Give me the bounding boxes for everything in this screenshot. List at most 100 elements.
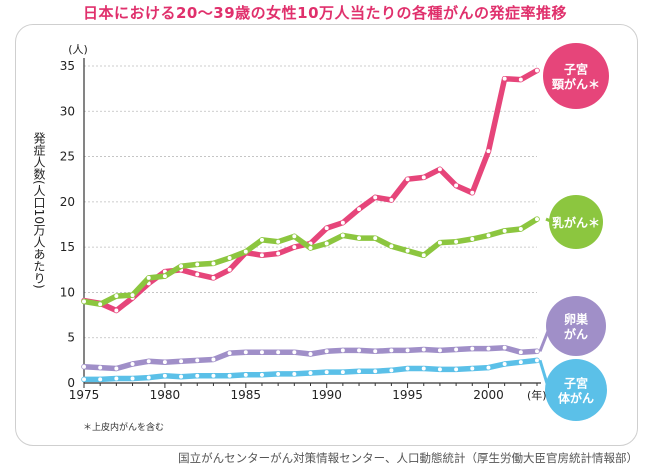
- data-point: [324, 240, 330, 247]
- y-tick-label: 15: [60, 240, 75, 254]
- data-point: [129, 292, 136, 298]
- data-point: [388, 243, 394, 249]
- data-point: [502, 345, 508, 351]
- data-point: [388, 197, 394, 203]
- x-tick-label: 1980: [150, 388, 181, 402]
- data-point: [534, 348, 540, 354]
- data-point: [275, 239, 281, 245]
- data-point: [113, 293, 119, 299]
- x-tick-label: 1975: [69, 388, 100, 402]
- data-point: [372, 348, 378, 354]
- data-point: [404, 365, 411, 372]
- data-point: [453, 182, 459, 189]
- data-point: [243, 372, 249, 378]
- data-point: [518, 226, 524, 232]
- data-point: [194, 271, 200, 277]
- y-tick-label: 30: [60, 104, 75, 118]
- series-label-text: 頸がん＊: [552, 77, 600, 92]
- data-point: [194, 373, 200, 379]
- series-line: [81, 216, 540, 307]
- data-point: [210, 275, 217, 281]
- data-point: [162, 273, 168, 279]
- data-point: [210, 356, 217, 363]
- data-point: [437, 347, 443, 353]
- data-point: [437, 240, 443, 246]
- data-point: [469, 236, 475, 242]
- x-tick-label: 1985: [231, 388, 262, 402]
- data-point: [210, 373, 217, 379]
- data-point: [259, 372, 265, 378]
- series-label-text: 乳がん＊: [552, 215, 600, 230]
- y-tick-label: 10: [60, 285, 75, 299]
- data-point: [97, 376, 103, 382]
- series-label-text: 子宮: [564, 62, 588, 77]
- footnote: ＊上皮内がんを含む: [83, 423, 165, 433]
- data-point: [81, 298, 87, 305]
- data-point: [227, 255, 233, 261]
- data-point: [97, 301, 103, 307]
- data-point: [113, 375, 119, 382]
- y-tick-label: 20: [60, 195, 75, 209]
- data-point: [437, 366, 443, 373]
- data-point: [421, 365, 427, 372]
- data-point: [129, 361, 136, 367]
- data-point: [307, 370, 314, 376]
- data-point: [324, 369, 330, 375]
- data-point: [129, 375, 136, 382]
- data-point: [404, 248, 411, 254]
- data-point: [372, 235, 378, 241]
- data-point: [307, 351, 314, 357]
- data-point: [534, 67, 540, 74]
- data-point: [194, 261, 200, 267]
- data-point: [453, 366, 459, 373]
- series-label-text: 卵巣: [564, 312, 589, 327]
- data-point: [404, 347, 411, 353]
- data-point: [340, 369, 346, 375]
- data-point: [469, 190, 475, 196]
- data-point: [275, 349, 281, 355]
- data-point: [356, 368, 362, 374]
- data-point: [307, 245, 314, 251]
- data-point: [340, 220, 346, 226]
- data-point: [259, 349, 265, 355]
- data-point: [178, 358, 184, 364]
- data-point: [113, 365, 119, 372]
- chart-title: 日本における20〜39歳の女性10万人当たりの各種がんの発症率推移: [82, 4, 568, 22]
- data-point: [340, 347, 346, 353]
- data-point: [356, 206, 362, 212]
- data-point: [291, 233, 297, 239]
- data-point: [227, 373, 233, 379]
- data-point: [421, 174, 427, 181]
- data-point: [275, 371, 281, 377]
- data-point: [388, 367, 394, 373]
- data-point: [502, 228, 508, 234]
- series-label-bubble: [549, 195, 603, 249]
- data-point: [146, 358, 152, 364]
- x-unit-label: (年): [527, 388, 547, 402]
- series-label-bubble: [543, 43, 609, 109]
- x-tick-label: 2000: [473, 388, 504, 402]
- data-point: [81, 376, 87, 382]
- data-point: [485, 148, 492, 154]
- data-point: [291, 244, 297, 250]
- data-point: [259, 237, 265, 243]
- data-point: [469, 345, 475, 352]
- data-point: [97, 365, 103, 371]
- chart-panel: [15, 24, 638, 446]
- data-point: [324, 348, 330, 354]
- data-point: [421, 346, 427, 353]
- data-point: [518, 359, 524, 365]
- series-label-text: 体がん: [558, 391, 594, 406]
- data-point: [518, 76, 524, 83]
- data-point: [453, 239, 459, 245]
- data-point: [372, 368, 378, 374]
- data-point: [453, 346, 459, 353]
- data-point: [113, 307, 119, 314]
- data-point: [421, 252, 427, 258]
- y-tick-label: 0: [67, 376, 75, 390]
- series-label-text: がん: [564, 327, 588, 342]
- data-point: [388, 347, 394, 353]
- series-label-bubble: [545, 359, 607, 421]
- data-point: [227, 350, 233, 356]
- data-point: [243, 249, 249, 255]
